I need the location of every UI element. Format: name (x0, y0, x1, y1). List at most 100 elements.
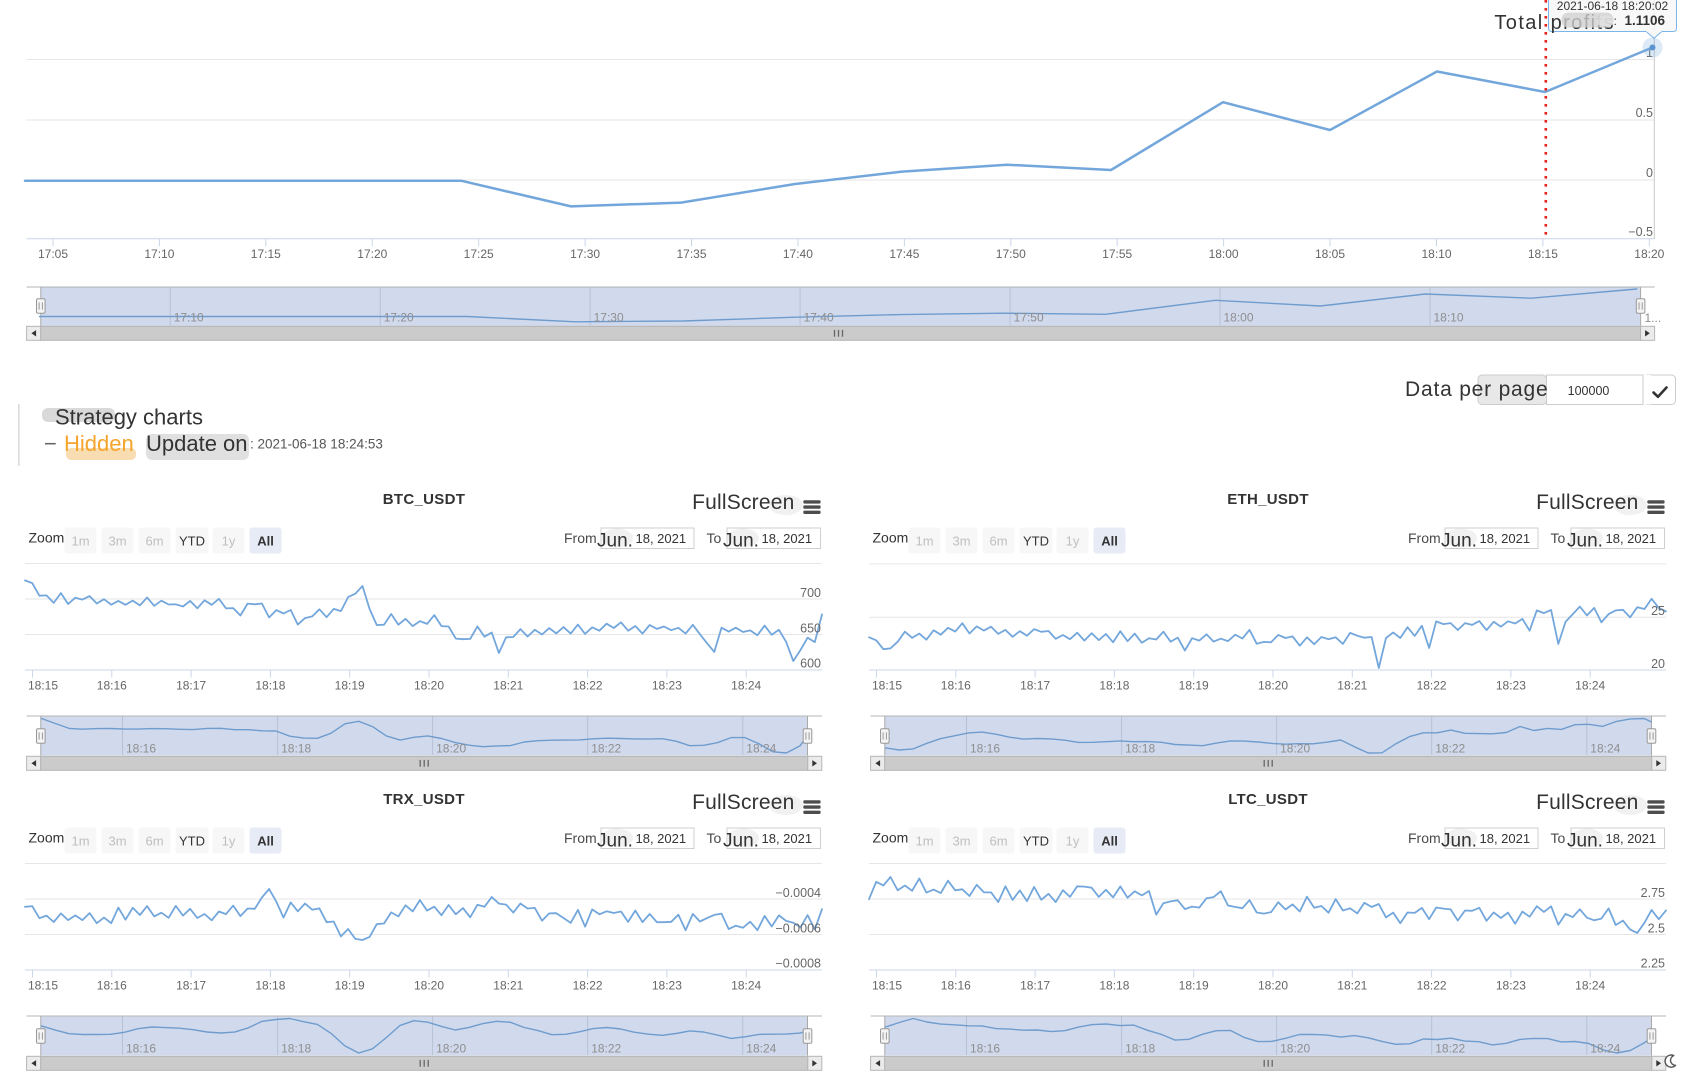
svg-text:18:21: 18:21 (1337, 679, 1367, 693)
svg-text:18:22: 18:22 (591, 742, 621, 756)
svg-text:18, 2021: 18, 2021 (762, 831, 813, 846)
svg-text:18:17: 18:17 (176, 679, 206, 693)
svg-text:18:19: 18:19 (335, 979, 365, 993)
svg-text:18, 2021: 18, 2021 (1606, 831, 1657, 846)
svg-text:To: To (1551, 530, 1566, 546)
svg-text:18:24: 18:24 (1590, 742, 1620, 756)
svg-text:18:22: 18:22 (591, 1042, 621, 1056)
svg-text:YTD: YTD (179, 534, 205, 549)
svg-text:0: 0 (1646, 166, 1653, 180)
svg-text:18:19: 18:19 (1179, 679, 1209, 693)
svg-text:Jun.: Jun. (1567, 831, 1603, 852)
svg-text:18, 2021: 18, 2021 (1480, 531, 1531, 546)
svg-text:18:00: 18:00 (1224, 311, 1254, 325)
svg-text:FullScreen: FullScreen (692, 791, 794, 814)
svg-text:From: From (564, 830, 597, 846)
svg-text:18:20: 18:20 (414, 979, 444, 993)
svg-text:2.25: 2.25 (1641, 957, 1665, 971)
svg-text:0.5: 0.5 (1636, 106, 1653, 120)
svg-text:18:23: 18:23 (652, 679, 682, 693)
svg-text:TRX_USDT: TRX_USDT (383, 791, 465, 808)
svg-text:1: 1 (1646, 46, 1653, 60)
svg-text:18:24: 18:24 (1590, 1042, 1620, 1056)
svg-text:3m: 3m (108, 534, 126, 549)
svg-text:1.1106: 1.1106 (1624, 13, 1665, 28)
svg-text:700: 700 (800, 586, 821, 600)
svg-text:Strategy charts: Strategy charts (55, 405, 203, 430)
svg-text:YTD: YTD (179, 834, 205, 849)
svg-text:1m: 1m (915, 534, 933, 549)
svg-text:18, 2021: 18, 2021 (762, 531, 813, 546)
svg-text:From: From (1408, 830, 1441, 846)
svg-text:18:10: 18:10 (1421, 247, 1451, 261)
svg-text:1...: 1... (1645, 311, 1662, 325)
svg-text:Zoom: Zoom (29, 830, 65, 846)
svg-text:18:22: 18:22 (1435, 742, 1465, 756)
svg-text:1m: 1m (915, 834, 933, 849)
svg-text:Zoom: Zoom (29, 530, 65, 546)
svg-text:18:18: 18:18 (1099, 979, 1129, 993)
svg-text:18:16: 18:16 (97, 679, 127, 693)
svg-text:18:18: 18:18 (1099, 679, 1129, 693)
svg-text:18:20: 18:20 (1634, 247, 1664, 261)
svg-text:YTD: YTD (1023, 534, 1049, 549)
svg-text:18:18: 18:18 (255, 979, 285, 993)
svg-text:FullScreen: FullScreen (692, 491, 794, 514)
svg-text:Jun.: Jun. (1441, 831, 1477, 852)
svg-text:18:16: 18:16 (970, 1042, 1000, 1056)
svg-text:From: From (1408, 530, 1441, 546)
svg-text:18:16: 18:16 (970, 742, 1000, 756)
svg-text:18:17: 18:17 (1020, 679, 1050, 693)
svg-text:18:16: 18:16 (941, 679, 971, 693)
svg-text:18:20: 18:20 (1258, 679, 1288, 693)
svg-text:1m: 1m (71, 534, 89, 549)
svg-text:17:50: 17:50 (996, 247, 1026, 261)
svg-text:18:21: 18:21 (493, 679, 523, 693)
svg-text:18:18: 18:18 (281, 742, 311, 756)
svg-text:Jun.: Jun. (597, 531, 633, 552)
svg-text:−0.0004: −0.0004 (775, 886, 821, 900)
svg-text:YTD: YTD (1023, 834, 1049, 849)
svg-text:100000: 100000 (1568, 384, 1610, 398)
svg-text:−0.5: −0.5 (1628, 225, 1653, 239)
svg-text:25: 25 (1651, 604, 1665, 618)
svg-text:18:18: 18:18 (1125, 742, 1155, 756)
svg-text:All: All (1101, 834, 1118, 849)
svg-text:650: 650 (800, 621, 821, 635)
svg-text:18:20: 18:20 (436, 1042, 466, 1056)
svg-text:18:00: 18:00 (1209, 247, 1239, 261)
svg-text:18, 2021: 18, 2021 (1606, 531, 1657, 546)
svg-text:18:19: 18:19 (1179, 979, 1209, 993)
svg-text:1y: 1y (222, 834, 236, 849)
svg-text:18:23: 18:23 (1496, 979, 1526, 993)
svg-text:17:20: 17:20 (357, 247, 387, 261)
svg-text:BTC_USDT: BTC_USDT (383, 491, 465, 508)
svg-text:18:24: 18:24 (746, 742, 776, 756)
svg-text:18:24: 18:24 (1575, 679, 1605, 693)
svg-text:−0.0008: −0.0008 (775, 957, 821, 971)
svg-text:ETH_USDT: ETH_USDT (1227, 491, 1309, 508)
svg-text:Jun.: Jun. (1567, 531, 1603, 552)
svg-text:20: 20 (1651, 657, 1665, 671)
svg-text:18:10: 18:10 (1434, 311, 1464, 325)
svg-text:LTC_USDT: LTC_USDT (1228, 791, 1308, 808)
svg-text:1y: 1y (1066, 834, 1080, 849)
svg-text:18:15: 18:15 (1528, 247, 1558, 261)
svg-text:18:22: 18:22 (1417, 979, 1447, 993)
svg-text:18:21: 18:21 (493, 979, 523, 993)
svg-text:17:15: 17:15 (251, 247, 281, 261)
svg-text:18:18: 18:18 (1125, 1042, 1155, 1056)
svg-text:18:23: 18:23 (652, 979, 682, 993)
svg-text:: 2021-06-18 18:24:53: : 2021-06-18 18:24:53 (250, 437, 383, 452)
svg-text:3m: 3m (952, 534, 970, 549)
svg-text:−0.0006: −0.0006 (775, 921, 821, 935)
svg-text:18, 2021: 18, 2021 (1480, 831, 1531, 846)
svg-text:17:25: 17:25 (464, 247, 494, 261)
svg-text:18:19: 18:19 (335, 679, 365, 693)
svg-text:17:10: 17:10 (174, 311, 204, 325)
svg-text:From: From (564, 530, 597, 546)
svg-text:18:22: 18:22 (573, 679, 603, 693)
svg-text:6m: 6m (989, 534, 1007, 549)
svg-text:18:16: 18:16 (97, 979, 127, 993)
svg-text:18:24: 18:24 (746, 1042, 776, 1056)
